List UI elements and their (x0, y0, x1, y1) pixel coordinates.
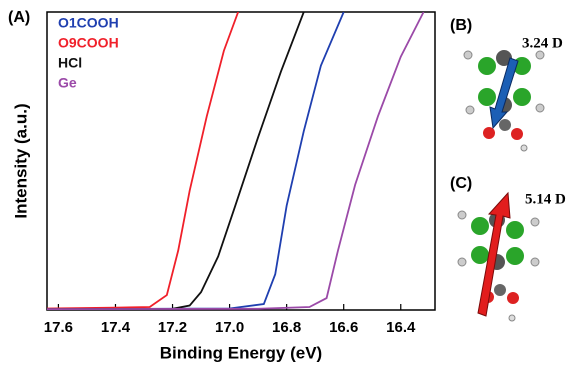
y-axis-label: Intensity (a.u.) (11, 103, 30, 218)
panel-label: (C) (450, 175, 472, 192)
legend-entry: O1COOH (58, 15, 119, 31)
x-tick-label: 17.0 (215, 319, 244, 336)
molecule (458, 193, 539, 321)
x-tick-label: 16.8 (272, 319, 301, 336)
x-tick-label: 17.6 (44, 319, 73, 336)
x-tick-label: 16.6 (329, 319, 358, 336)
legend-entry: HCl (58, 55, 82, 71)
series-line (47, 12, 344, 309)
figure: (A) Binding Energy (eV) Intensity (a.u.)… (0, 0, 581, 368)
dipole-label: 5.14 D (525, 191, 566, 207)
x-tick-label: 17.4 (101, 319, 131, 336)
x-tick-label: 17.2 (158, 319, 187, 336)
legend-entry: Ge (58, 75, 77, 91)
panel-label: (B) (450, 17, 472, 34)
plot-frame (47, 12, 435, 310)
dipole-label: 3.24 D (522, 35, 563, 51)
series-line (47, 12, 424, 309)
molecule (464, 50, 544, 151)
x-axis-label: Binding Energy (eV) (160, 343, 322, 362)
legend: O1COOH O9COOH HCl Ge (58, 15, 119, 91)
legend-entry: O9COOH (58, 35, 119, 51)
x-tick-label: 16.4 (386, 319, 416, 336)
panel-label: (A) (8, 9, 30, 26)
